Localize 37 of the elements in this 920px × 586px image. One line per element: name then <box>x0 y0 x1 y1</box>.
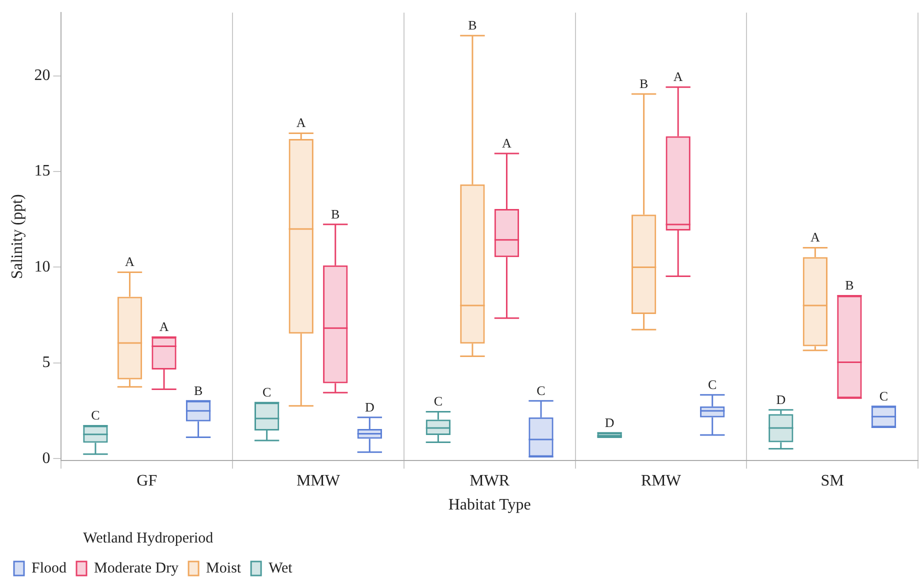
text: A <box>296 115 306 130</box>
text: A <box>673 68 683 84</box>
text: A <box>810 230 820 245</box>
x-axis-title: Habitat Type <box>448 496 531 514</box>
text: D <box>604 414 614 430</box>
y-tick-label: 0 <box>42 450 50 467</box>
x-tick-label: GF <box>136 472 158 490</box>
text: A <box>502 135 512 150</box>
text: A <box>159 319 169 334</box>
y-tick-label: 20 <box>34 66 50 84</box>
legend-label: Wet <box>268 560 294 576</box>
y-tick-label: 10 <box>34 258 50 276</box>
text: D <box>364 399 374 414</box>
text: D <box>776 392 786 407</box>
text: C <box>262 384 272 400</box>
x-tick-label: RMW <box>640 472 682 490</box>
text: C <box>708 376 717 392</box>
legend-label: Flood <box>32 560 68 576</box>
legend-label: Moist <box>206 560 242 576</box>
y-tick-label: 15 <box>34 162 50 180</box>
legend-title: Wetland Hydroperiod <box>83 530 214 546</box>
text: B <box>468 17 477 32</box>
legend-label: Moderate Dry <box>94 560 180 576</box>
text: B <box>639 76 648 91</box>
text: C <box>879 388 888 404</box>
text: B <box>331 206 340 222</box>
y-tick-label: 5 <box>42 354 50 372</box>
text: A <box>125 254 134 270</box>
x-tick-label: MWR <box>470 472 510 490</box>
text: C <box>536 382 546 398</box>
text: B <box>845 278 854 293</box>
text: B <box>194 382 203 398</box>
x-tick-label: MMW <box>296 472 341 490</box>
y-axis-title: Salinity (ppt) <box>8 194 26 280</box>
text: C <box>91 408 100 423</box>
x-tick-label: SM <box>820 472 844 490</box>
text: C <box>434 394 443 409</box>
